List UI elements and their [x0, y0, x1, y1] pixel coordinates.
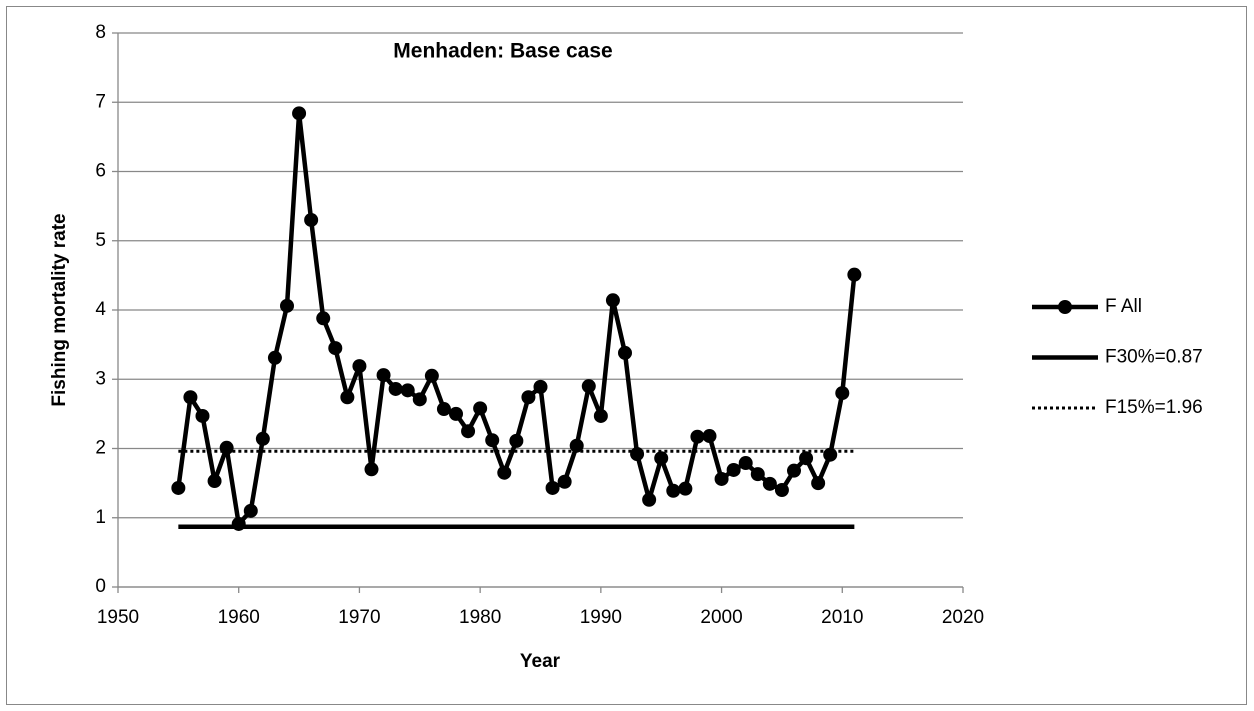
data-point	[255, 431, 270, 446]
data-point	[774, 483, 789, 498]
data-point	[714, 471, 729, 486]
data-point	[726, 462, 741, 477]
data-point	[424, 368, 439, 383]
data-point	[340, 390, 355, 405]
y-tick-label: 8	[95, 22, 106, 43]
data-point	[654, 451, 669, 466]
data-point	[581, 379, 596, 394]
data-point	[485, 433, 500, 448]
legend-label: F15%=1.96	[1105, 397, 1203, 418]
y-tick-label: 3	[95, 368, 106, 389]
data-point	[811, 476, 826, 491]
data-point	[171, 480, 186, 495]
data-point	[593, 408, 608, 423]
data-point	[195, 408, 210, 423]
data-point	[521, 390, 536, 405]
data-point	[642, 492, 657, 507]
data-point	[545, 480, 560, 495]
data-point	[799, 451, 814, 466]
y-tick-label: 7	[95, 91, 106, 112]
x-tick-label: 2000	[700, 607, 742, 628]
data-point	[569, 438, 584, 453]
data-point	[605, 293, 620, 308]
data-point	[762, 476, 777, 491]
data-point	[436, 402, 451, 417]
data-point	[364, 462, 379, 477]
x-tick-label: 2010	[821, 607, 863, 628]
data-point	[702, 429, 717, 444]
data-point	[750, 467, 765, 482]
data-point	[738, 456, 753, 471]
data-point	[352, 359, 367, 374]
data-point	[304, 212, 319, 227]
data-point	[630, 447, 645, 462]
data-point	[557, 474, 572, 489]
data-point	[473, 401, 488, 416]
data-point	[835, 386, 850, 401]
data-point	[292, 106, 307, 121]
data-point	[618, 345, 632, 360]
data-point	[328, 341, 343, 356]
y-tick-label: 4	[95, 299, 106, 320]
y-tick-label: 0	[95, 576, 106, 597]
data-point	[400, 383, 415, 398]
data-point	[787, 463, 801, 478]
legend-label: F30%=0.87	[1105, 347, 1203, 368]
x-tick-label: 1980	[459, 607, 501, 628]
y-tick-label: 2	[95, 438, 106, 459]
series-line	[176, 111, 857, 527]
y-tick-label: 6	[95, 161, 106, 182]
x-axis-label: Year	[520, 651, 561, 672]
data-point	[449, 406, 463, 421]
data-point	[461, 424, 476, 439]
y-tick-label: 1	[95, 507, 106, 528]
legend-label: F All	[1105, 296, 1142, 317]
data-point	[243, 503, 258, 518]
x-tick-label: 1960	[218, 607, 260, 628]
chart-title: Menhaden: Base case	[393, 40, 612, 63]
data-point	[666, 483, 681, 498]
x-tick-label: 1970	[338, 607, 380, 628]
data-point	[183, 390, 198, 405]
data-point	[388, 381, 403, 396]
data-point	[690, 429, 705, 444]
y-tick-label: 5	[95, 230, 106, 251]
data-point	[533, 379, 548, 394]
data-point	[509, 433, 524, 448]
legend-marker	[1058, 300, 1072, 314]
data-point	[497, 465, 512, 480]
chart-border	[6, 6, 1247, 705]
x-tick-label: 1990	[580, 607, 622, 628]
x-tick-label: 2020	[942, 607, 984, 628]
data-point	[316, 311, 331, 326]
data-point	[412, 392, 427, 407]
data-point	[207, 474, 222, 489]
data-point	[678, 481, 693, 496]
data-point	[267, 350, 282, 365]
y-axis-label: Fishing mortality rate	[49, 213, 70, 406]
data-point	[376, 368, 391, 383]
data-point	[847, 267, 862, 282]
x-tick-label: 1950	[97, 607, 139, 628]
data-point	[280, 298, 294, 313]
